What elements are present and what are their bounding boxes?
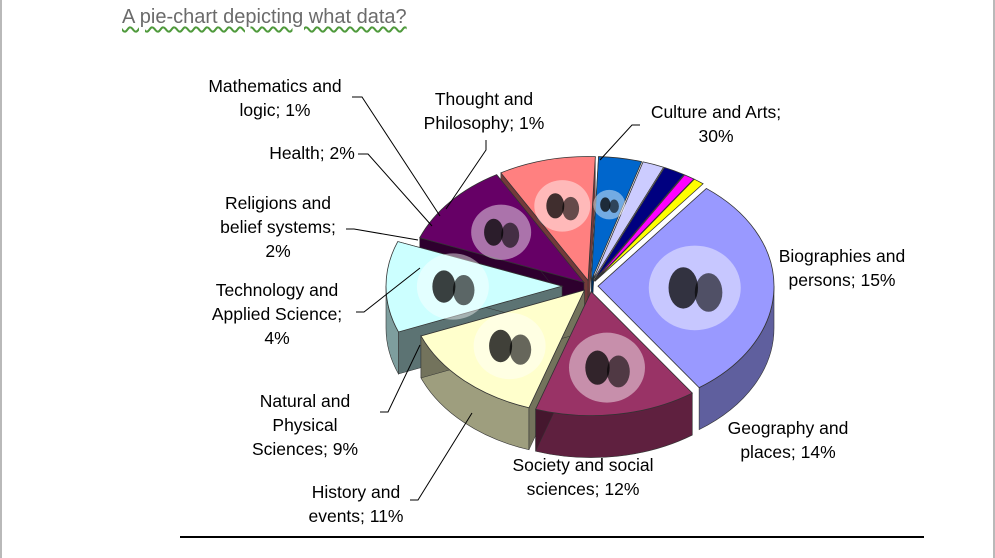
slice-label-history-and-events: History and events; 11%	[308, 482, 403, 526]
slice-label-line: Biographies and	[779, 246, 905, 266]
slice-label-culture-and-arts: Culture and Arts; 30%	[651, 102, 781, 146]
slice-label-line: Society and social	[512, 455, 653, 475]
slice-labels: Culture and Arts; 30% Biographies and perso…	[208, 76, 905, 526]
slice-label-line: History and	[312, 482, 401, 502]
slice-label-line: Mathematics and	[208, 76, 341, 96]
leader-line-natural-and-physical-sciences	[380, 344, 421, 413]
slice-label-line: Thought and	[435, 89, 533, 109]
slice-label-line: Technology and	[216, 280, 339, 300]
slice-label-line: events; 11%	[308, 506, 403, 526]
icon-figure	[600, 197, 611, 212]
window-border-right	[993, 0, 995, 558]
leader-line-mathematics-and-logic	[352, 96, 441, 217]
slice-biographies-and-persons	[535, 290, 693, 416]
icon-figure	[432, 270, 456, 303]
slice-label-line: belief systems;	[220, 217, 336, 237]
slice-label-line: 2%	[265, 241, 290, 261]
slice-label-line: Physical	[272, 415, 337, 435]
slice-label-line: 30%	[698, 126, 733, 146]
slice-thought-and-philosophy	[594, 178, 704, 282]
slice-label-line: Religions and	[225, 193, 331, 213]
hourglass-icon	[471, 204, 532, 260]
atom-icon	[534, 180, 591, 232]
slice-label-line: Health; 2%	[269, 143, 355, 163]
leader-line-thought-and-philosophy	[445, 140, 487, 210]
slice-label-line: places; 14%	[740, 442, 835, 462]
icon-figure	[585, 350, 610, 385]
icon-figure-2	[694, 273, 723, 312]
slice-label-thought-and-philosophy: Thought and Philosophy; 1%	[424, 89, 545, 133]
slice-label-line: persons; 15%	[788, 270, 895, 290]
slice-label-line: 4%	[264, 328, 289, 348]
slice-label-natural-and-physical-sciences: Natural and Physical Sciences; 9%	[252, 391, 358, 459]
slice-label-line: logic; 1%	[239, 100, 310, 120]
slice-label-biographies-and-persons: Biographies and persons; 15%	[779, 246, 905, 290]
icon-figure	[546, 193, 565, 219]
slice-label-religions-and-belief-systems: Religions and belief systems; 2%	[220, 193, 336, 261]
slice-label-line: Applied Science;	[212, 304, 342, 324]
icon-figure-2	[452, 275, 475, 306]
icon-figure-2	[606, 355, 630, 388]
slice-label-line: Natural and	[260, 391, 350, 411]
leader-line-health	[358, 153, 433, 227]
icon-figure	[489, 329, 513, 363]
horizontal-rule	[180, 536, 924, 538]
theater-masks-icon	[648, 245, 741, 331]
icon-figure-2	[501, 222, 520, 248]
head-profile-icon	[568, 332, 645, 403]
slice-label-health: Health; 2%	[269, 143, 355, 163]
slice-label-technology-and-applied-science: Technology and Applied Science; 4%	[212, 280, 342, 348]
icon-figure	[484, 218, 504, 246]
leader-line-religions-and-belief-systems	[346, 228, 419, 241]
page-title: A pie-chart depicting what data?	[122, 6, 407, 28]
slice-natural-and-physical-sciences	[500, 156, 596, 282]
icon-figure	[668, 267, 698, 309]
leader-lines	[346, 96, 640, 501]
icon-figure-2	[509, 334, 532, 365]
slice-health	[593, 167, 685, 282]
slice-label-society-and-social-sciences: Society and social sciences; 12%	[512, 455, 653, 499]
family-icon	[416, 253, 489, 320]
slice-label-line: Sciences; 9%	[252, 439, 358, 459]
slice-label-line: Philosophy; 1%	[424, 113, 545, 133]
slice-label-line: Geography and	[728, 418, 849, 438]
leader-line-culture-and-arts	[599, 124, 640, 161]
slice-mathematics-and-logic	[594, 174, 695, 282]
world-map-icon	[473, 312, 546, 380]
leader-line-history-and-events	[410, 412, 473, 501]
icon-figure-2	[609, 199, 619, 213]
slice-religions-and-belief-systems	[592, 161, 665, 281]
slice-label-mathematics-and-logic: Mathematics and logic; 1%	[208, 76, 341, 120]
leader-line-technology-and-applied-science	[356, 267, 421, 313]
icon-figure-2	[562, 196, 580, 221]
slice-label-line: sciences; 12%	[527, 479, 640, 499]
gears-icon	[593, 189, 626, 220]
window-border-left	[0, 0, 2, 558]
slice-technology-and-applied-science	[590, 156, 643, 281]
slice-label-geography-and-places: Geography and places; 14%	[728, 418, 849, 462]
slice-icons	[416, 180, 741, 403]
slice-label-line: Culture and Arts;	[651, 102, 781, 122]
